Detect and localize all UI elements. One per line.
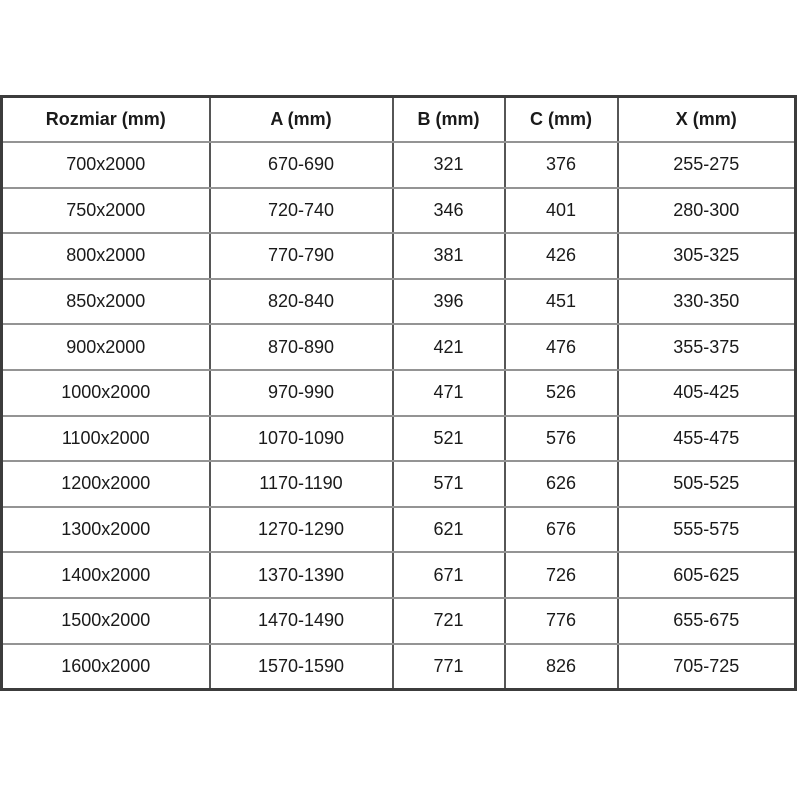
table-cell: 476 (503, 323, 619, 371)
table-cell: 621 (391, 505, 506, 554)
table-cell: 720-740 (208, 186, 394, 235)
table-cell: 321 (391, 141, 506, 189)
table-cell: 800x2000 (0, 232, 211, 280)
table-cell: 670-690 (208, 141, 394, 189)
table-cell: 850x2000 (0, 277, 211, 326)
table-cell: 726 (503, 551, 619, 599)
table-cell: 900x2000 (0, 323, 211, 371)
table-cell: 1300x2000 (0, 505, 211, 554)
table-cell: 330-350 (616, 277, 797, 326)
table-cell: 1000x2000 (0, 368, 211, 417)
table-cell: 505-525 (616, 460, 797, 508)
table-row: 900x2000 870-890 421 476 355-375 (0, 323, 797, 371)
table-row: 1000x2000 970-990 471 526 405-425 (0, 368, 797, 417)
table-cell: 1200x2000 (0, 460, 211, 508)
table-row: 1500x2000 1470-1490 721 776 655-675 (0, 596, 797, 645)
table-row: 700x2000 670-690 321 376 255-275 (0, 141, 797, 189)
table-cell: 700x2000 (0, 141, 211, 189)
table-cell: 870-890 (208, 323, 394, 371)
table-cell: 1370-1390 (208, 551, 394, 599)
table-cell: 396 (391, 277, 506, 326)
table-cell: 426 (503, 232, 619, 280)
table-row: 1600x2000 1570-1590 771 826 705-725 (0, 642, 797, 691)
table-cell: 1570-1590 (208, 642, 394, 691)
table-cell: 970-990 (208, 368, 394, 417)
table-cell: 721 (391, 596, 506, 645)
table-body: 700x2000 670-690 321 376 255-275 750x2000 720-… (0, 141, 797, 691)
table-row: 1200x2000 1170-1190 571 626 505-525 (0, 460, 797, 508)
table-cell: 770-790 (208, 232, 394, 280)
table-cell: 826 (503, 642, 619, 691)
table-cell: 571 (391, 460, 506, 508)
table-cell: 676 (503, 505, 619, 554)
table-row: 1100x2000 1070-1090 521 576 455-475 (0, 414, 797, 463)
table-cell: 451 (503, 277, 619, 326)
table-cell: 655-675 (616, 596, 797, 645)
column-header-x: X (mm) (616, 95, 797, 143)
table-cell: 346 (391, 186, 506, 235)
column-header-rozmiar: Rozmiar (mm) (0, 95, 211, 143)
table-cell: 255-275 (616, 141, 797, 189)
table-cell: 381 (391, 232, 506, 280)
table-cell: 1500x2000 (0, 596, 211, 645)
table-cell: 576 (503, 414, 619, 463)
table-cell: 705-725 (616, 642, 797, 691)
table-cell: 626 (503, 460, 619, 508)
table-cell: 355-375 (616, 323, 797, 371)
table-cell: 526 (503, 368, 619, 417)
table-row: 750x2000 720-740 346 401 280-300 (0, 186, 797, 235)
table-cell: 280-300 (616, 186, 797, 235)
table-cell: 771 (391, 642, 506, 691)
table-cell: 1100x2000 (0, 414, 211, 463)
column-header-b: B (mm) (391, 95, 506, 143)
table-cell: 776 (503, 596, 619, 645)
table-cell: 401 (503, 186, 619, 235)
table-cell: 376 (503, 141, 619, 189)
table-cell: 305-325 (616, 232, 797, 280)
table-cell: 1600x2000 (0, 642, 211, 691)
table-cell: 471 (391, 368, 506, 417)
table-cell: 555-575 (616, 505, 797, 554)
table-cell: 521 (391, 414, 506, 463)
table-row: 1300x2000 1270-1290 621 676 555-575 (0, 505, 797, 554)
table-cell: 455-475 (616, 414, 797, 463)
table-cell: 1170-1190 (208, 460, 394, 508)
column-header-a: A (mm) (208, 95, 394, 143)
table-cell: 421 (391, 323, 506, 371)
table-cell: 1270-1290 (208, 505, 394, 554)
table-cell: 1400x2000 (0, 551, 211, 599)
table-row: 1400x2000 1370-1390 671 726 605-625 (0, 551, 797, 599)
table-cell: 1470-1490 (208, 596, 394, 645)
size-specification-table: Rozmiar (mm) A (mm) B (mm) C (mm) X (mm)… (0, 95, 797, 692)
table-cell: 1070-1090 (208, 414, 394, 463)
table-cell: 820-840 (208, 277, 394, 326)
table-cell: 750x2000 (0, 186, 211, 235)
column-header-c: C (mm) (503, 95, 619, 143)
table-cell: 405-425 (616, 368, 797, 417)
table-header-row: Rozmiar (mm) A (mm) B (mm) C (mm) X (mm) (0, 95, 797, 143)
table-row: 850x2000 820-840 396 451 330-350 (0, 277, 797, 326)
table-cell: 671 (391, 551, 506, 599)
table-row: 800x2000 770-790 381 426 305-325 (0, 232, 797, 280)
table-cell: 605-625 (616, 551, 797, 599)
